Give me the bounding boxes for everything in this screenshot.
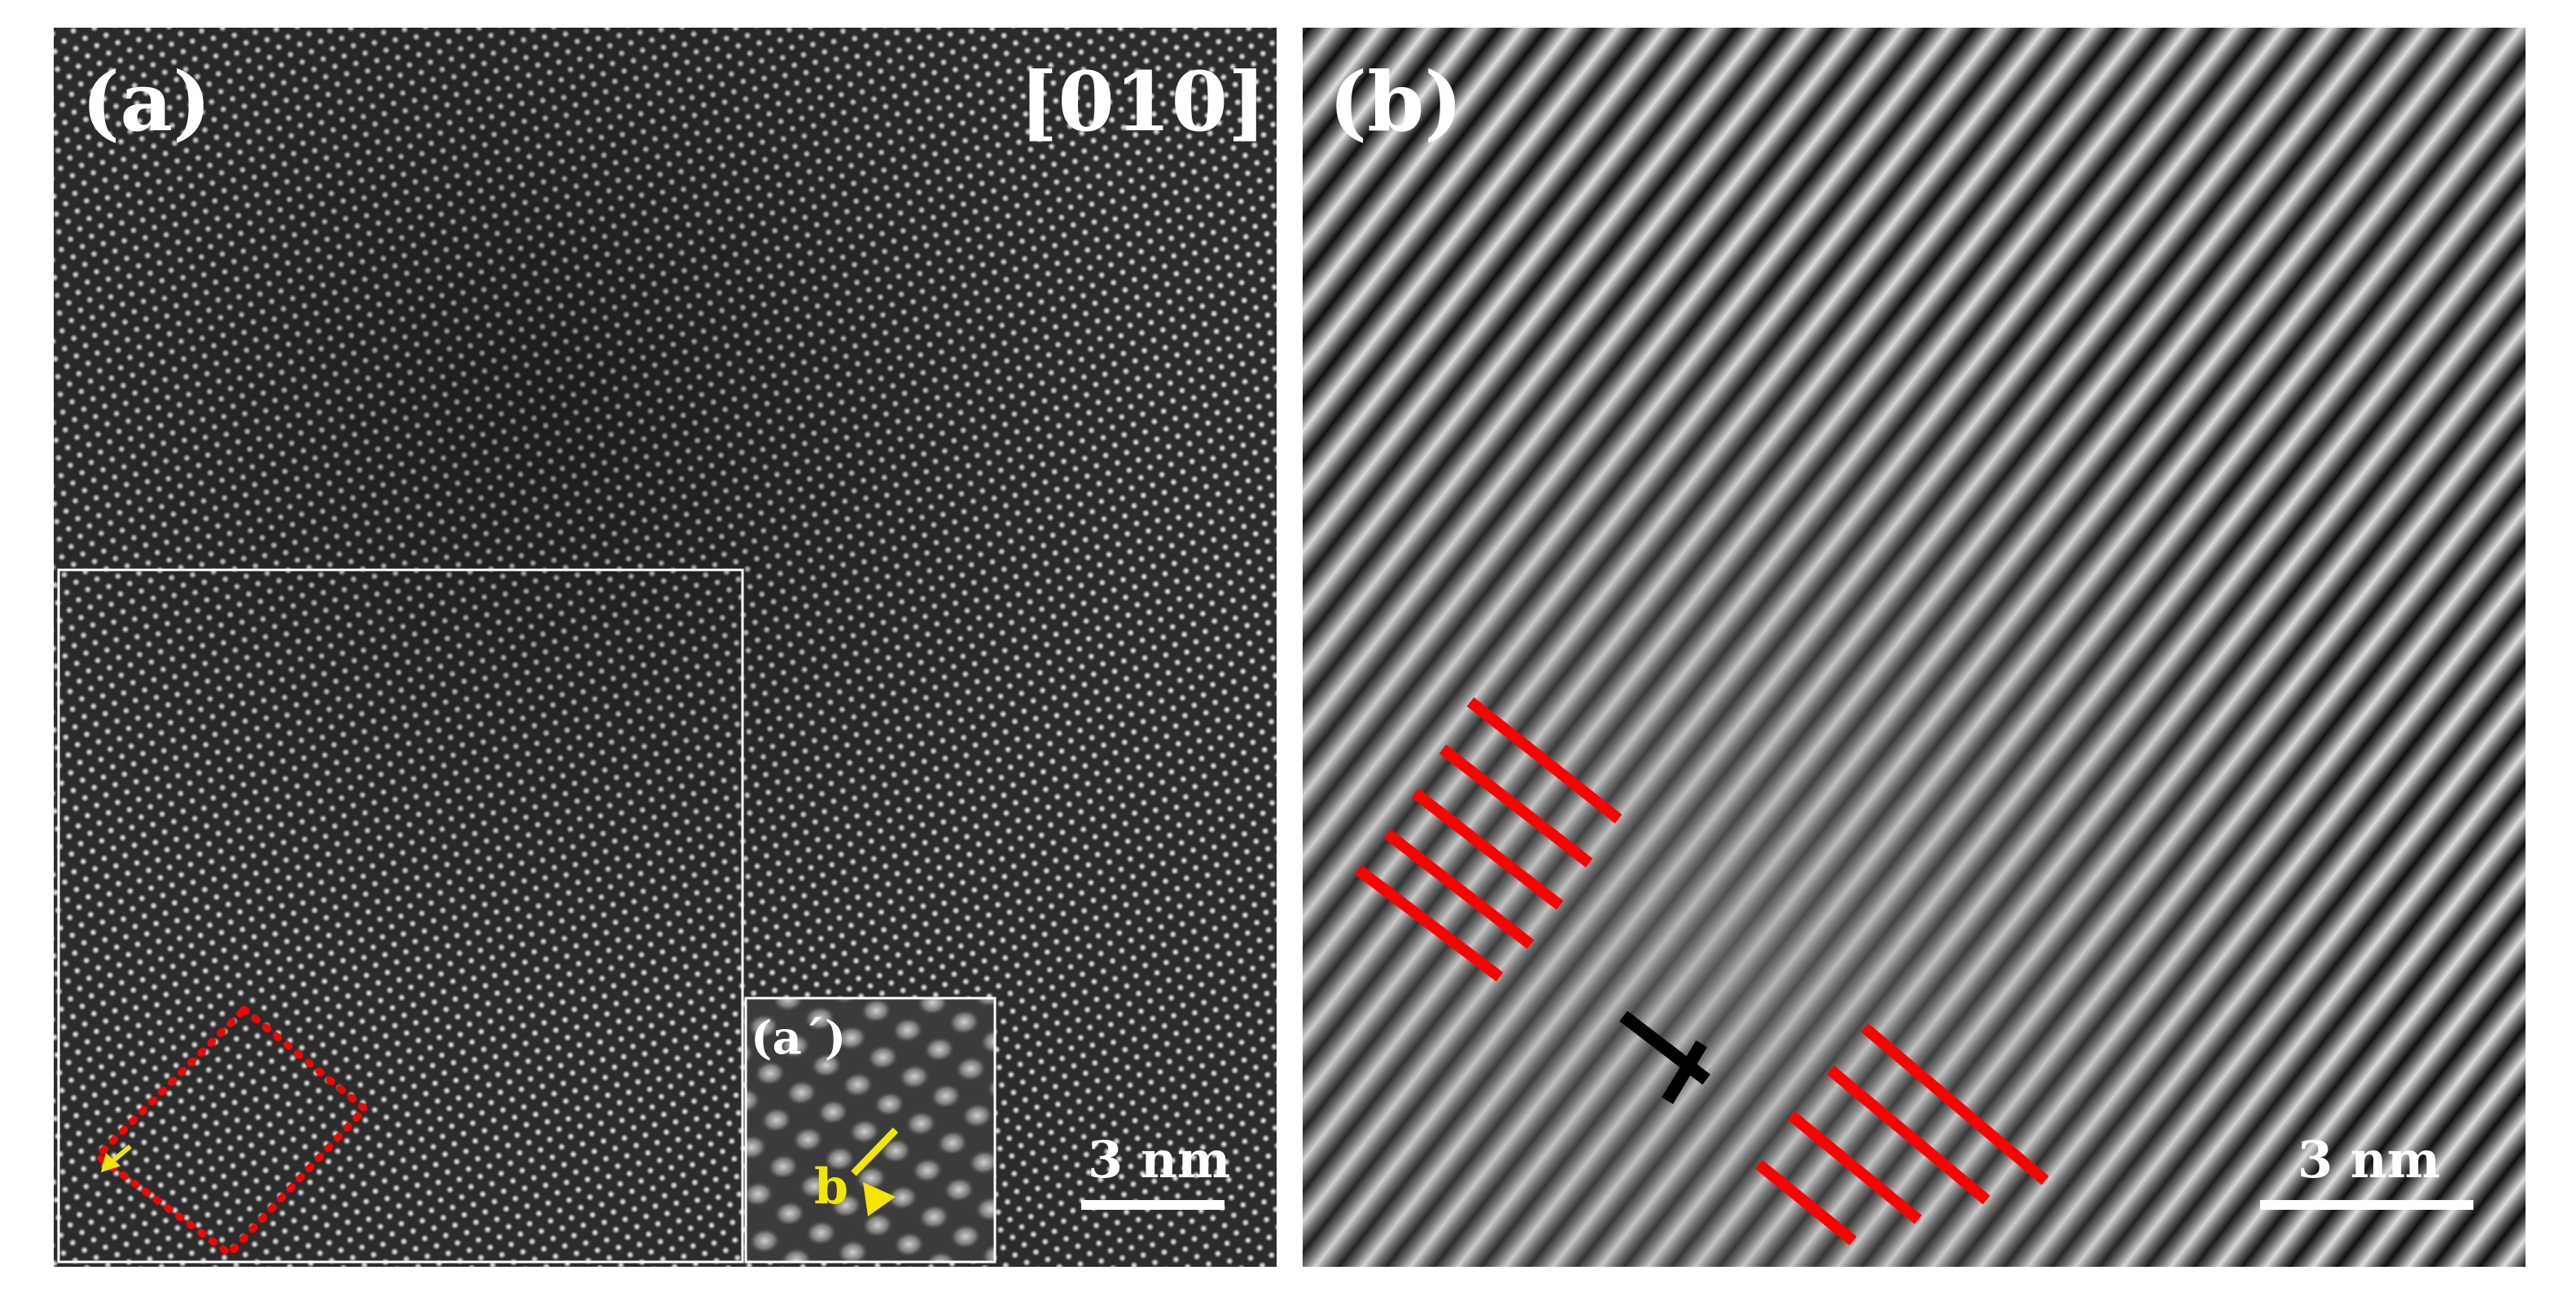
burgers-vector-label: b	[814, 1159, 848, 1216]
panel-a: (a´) b (a) [010] 3 nm	[54, 28, 1277, 1267]
scale-bar-text: 3 nm	[1088, 1130, 1230, 1189]
arrow-icon	[101, 1144, 132, 1172]
scale-bar-a: 3 nm	[1081, 1130, 1230, 1210]
fringe-markers-left	[1354, 697, 1623, 982]
inset-label: (a´)	[751, 1011, 846, 1065]
edge-dislocation-symbol	[1619, 1010, 1711, 1105]
panel-b: (b) 3 nm	[1303, 28, 2526, 1267]
inset-a-prime: (a´) b	[744, 997, 997, 1264]
burgers-arrow-icon	[851, 1127, 899, 1216]
panel-label-a: (a)	[81, 54, 211, 150]
fringe-markers-right	[1755, 1023, 2049, 1246]
zone-axis-label: [010]	[1019, 54, 1266, 150]
scale-bar-text: 3 nm	[2298, 1130, 2440, 1189]
scale-bar-b: 3 nm	[2260, 1130, 2473, 1210]
panel-label-b: (b)	[1329, 54, 1463, 150]
enlarged-region-frame	[57, 568, 744, 1264]
